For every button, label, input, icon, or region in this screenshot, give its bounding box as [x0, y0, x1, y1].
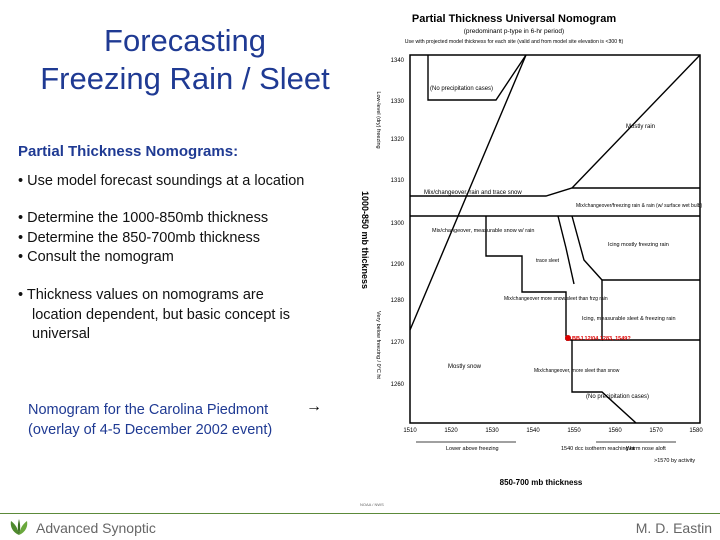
footer-line	[0, 513, 720, 514]
nomogram-figure: Partial Thickness Universal Nomogram (pr…	[360, 13, 703, 507]
y-tick: 1260	[391, 382, 405, 388]
region-mix-snow-sleet: Mix/changeover, more sleet than snow	[534, 368, 620, 374]
y-tick: 1310	[391, 178, 405, 184]
boundary-line	[557, 215, 575, 285]
x-tick: 1520	[444, 428, 458, 434]
subheading: Partial Thickness Nomograms:	[18, 143, 239, 160]
plot-frame	[409, 54, 701, 424]
x-tick: 1570	[649, 428, 663, 434]
x-tick: 1510	[403, 428, 417, 434]
nomogram-subtitle-2: Use with projected model thickness for e…	[405, 39, 624, 45]
y-tick: 1340	[391, 58, 405, 64]
boundary-line	[427, 54, 527, 101]
region-mix-measurable: Mix/changeover, measurable snow w/ rain	[432, 228, 534, 234]
region-trace-sleet: trace sleet	[536, 258, 560, 264]
region-mostly-snow: Mostly snow	[448, 364, 482, 370]
bullet-soundings: • Use model forecast soundings at a loca…	[18, 172, 304, 192]
x-tick: 1580	[689, 428, 703, 434]
bullet-5-line-2: location dependent, but basic concept is	[32, 306, 290, 323]
bullet-2: • Determine the 1000-850mb thickness	[18, 210, 269, 226]
caption-line-2: (overlay of 4-5 December 2002 event)	[28, 422, 273, 438]
boundary-line	[409, 54, 527, 331]
region-no-precip-bottom: (No precipitation cases)	[586, 394, 649, 400]
nomogram-subtitle-1: (predominant p-type in 6-hr period)	[464, 28, 564, 35]
nomogram-caption: Nomogram for the Carolina Piedmont (over…	[28, 400, 272, 440]
bullet-4: • Consult the nomogram	[18, 249, 174, 265]
y-tick: 1320	[391, 137, 405, 143]
title-line-2: Freezing Rain / Sleet	[40, 61, 330, 96]
side-label-upper: Low-level (dry) freezing	[375, 91, 381, 148]
region-mix-sleet: Mix/changeover more snow/sleet than frzg…	[504, 296, 608, 302]
leaf-logo-icon	[10, 519, 28, 535]
bottom-label-right: >1570 by activity	[654, 458, 695, 464]
bullet-location: • Thickness values on nomograms are loca…	[18, 286, 290, 345]
footer-left: Advanced Synoptic	[36, 520, 156, 536]
y-tick: 1290	[391, 262, 405, 268]
region-boundaries	[409, 54, 701, 424]
bullet-5-line-1: • Thickness values on nomograms are	[18, 287, 264, 303]
x-tick: 1530	[485, 428, 499, 434]
y-tick: 1300	[391, 221, 405, 227]
x-tick: 1540	[526, 428, 540, 434]
boundary-line	[571, 340, 637, 424]
region-icing-sleet: Icing, measurable sleet & freezing rain	[582, 316, 676, 322]
y-tick: 1270	[391, 340, 405, 346]
event-marker	[565, 335, 571, 341]
y-tick: 1330	[391, 99, 405, 105]
boundary-line	[571, 215, 603, 281]
boundary-line	[410, 187, 700, 197]
x-tick: 1560	[608, 428, 622, 434]
bottom-label-middle: 1540 dcc isotherm reaching ht	[561, 446, 635, 452]
x-tick: 1550	[567, 428, 581, 434]
boundary-line	[566, 279, 700, 341]
boundary-line	[485, 216, 567, 340]
y-ticks: 1340 1330 1320 1310 1300 1290 1280 1270 …	[391, 58, 405, 388]
bullet-3: • Determine the 850-700mb thickness	[18, 229, 261, 246]
caption-line-1: Nomogram for the Carolina Piedmont	[28, 402, 269, 418]
boundary-line	[571, 54, 701, 189]
caption-arrow: →	[306, 398, 322, 415]
side-label-lower: Very below freezing / 0°C ht	[375, 311, 381, 379]
region-mix-frz: Mix/changeover/freezing rain & rain (w/ …	[576, 203, 703, 209]
bullet-1: • Use model forecast soundings at a loca…	[18, 173, 305, 189]
bullet-5-line-3: universal	[32, 326, 91, 342]
footer-right: M. D. Eastin	[635, 520, 712, 536]
bullet-thickness: • Determine the 1000-850mb thickness • D…	[18, 209, 268, 268]
x-axis-label: 850-700 mb thickness	[500, 478, 583, 487]
nomogram-credit: NOAA / NWS	[360, 502, 384, 507]
region-icing: Icing mostly freezing rain	[608, 242, 669, 248]
y-axis-label: 1000-850 mb thickness	[360, 191, 370, 289]
y-tick: 1280	[391, 298, 405, 304]
x-ticks: 1510 1520 1530 1540 1550 1560 1570 1580	[403, 428, 703, 434]
slide-title: Forecasting Freezing Rain / Sleet	[20, 22, 350, 98]
region-mix-snow-rain: Mix/changeover, rain and trace snow	[424, 190, 522, 196]
region-no-precip-top: (No precipitation cases)	[430, 86, 493, 92]
nomogram-title: Partial Thickness Universal Nomogram	[412, 13, 616, 25]
bottom-label-lower: Lower above freezing	[446, 446, 499, 452]
region-mostly-rain: Mostly rain	[626, 124, 655, 130]
bottom-label-warm: Warm nose aloft	[626, 446, 666, 452]
event-label: BBJ 12/04 1283, 1549?	[572, 336, 631, 342]
title-line-1: Forecasting	[104, 23, 266, 58]
